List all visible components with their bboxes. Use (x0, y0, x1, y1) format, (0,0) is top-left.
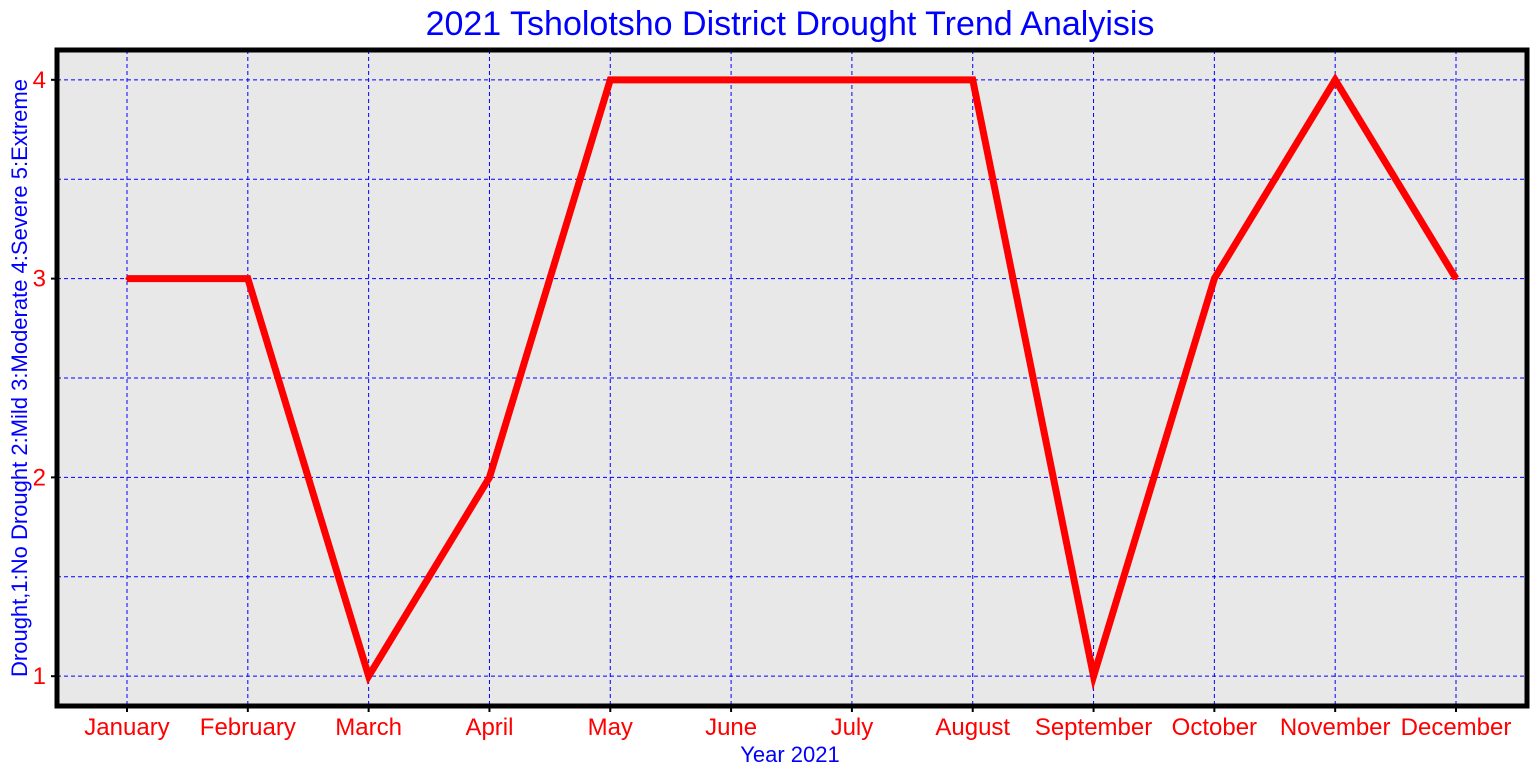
data-point (729, 78, 733, 82)
x-tick-label: May (588, 714, 633, 741)
data-point (1454, 277, 1458, 281)
x-tick-label: February (200, 714, 296, 741)
x-tick-label: June (705, 714, 757, 741)
data-point (850, 78, 854, 82)
y-axis-label: Drought,1:No Drought 2:Mild 3:Moderate 4… (7, 79, 32, 677)
x-axis-ticks: January February March April May June July Augu… (84, 706, 1511, 741)
x-tick-label: December (1401, 714, 1512, 741)
chart-title: 2021 Tsholotsho District Drought Trend A… (426, 5, 1155, 43)
data-point (246, 277, 250, 281)
x-axis-label: Year 2021 (740, 742, 840, 767)
data-point (1333, 78, 1337, 82)
x-tick-label: September (1035, 714, 1152, 741)
data-point (1212, 277, 1216, 281)
x-tick-label: November (1280, 714, 1391, 741)
y-axis-ticks: 1 2 3 4 (33, 67, 57, 690)
data-point (367, 674, 371, 678)
data-point (487, 475, 491, 479)
series-line-layer (125, 73, 1459, 691)
x-tick-label: March (335, 714, 402, 741)
data-point (1092, 674, 1096, 678)
grid-lines (57, 50, 1527, 706)
y-tick-label: 3 (33, 266, 46, 293)
y-tick-label: 4 (33, 67, 46, 94)
data-point (971, 78, 975, 82)
x-tick-label: April (465, 714, 513, 741)
y-tick-label: 1 (33, 663, 46, 690)
y-tick-label: 2 (33, 464, 46, 491)
data-point (608, 78, 612, 82)
data-point (125, 277, 129, 281)
series-line (127, 73, 1459, 691)
x-tick-label: January (84, 714, 169, 741)
plot-frame (54, 47, 1530, 709)
x-tick-label: August (935, 714, 1010, 741)
x-tick-label: October (1172, 714, 1257, 741)
x-tick-label: July (831, 714, 874, 741)
